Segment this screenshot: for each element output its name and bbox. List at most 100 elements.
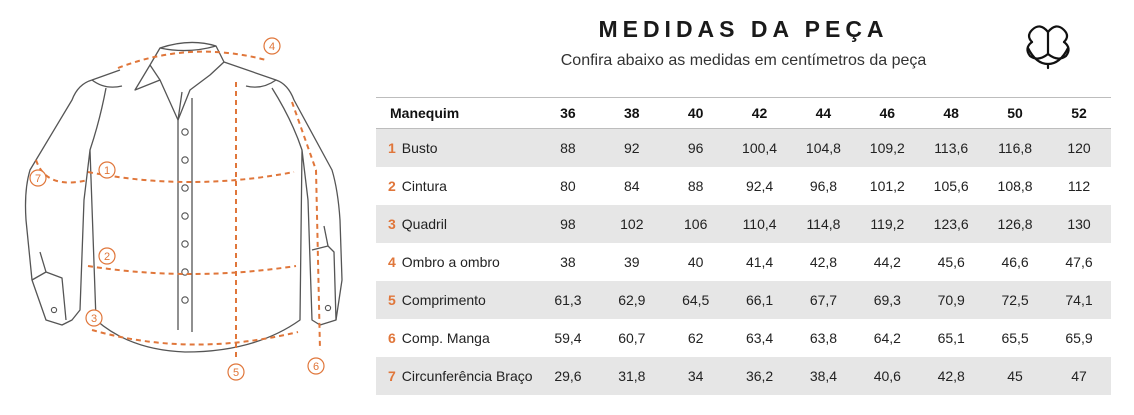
row-number: 2: [388, 178, 396, 194]
row-label: 7 Circunferência Braço: [376, 357, 536, 395]
table-cell: 36,2: [727, 357, 792, 395]
table-cell: 34: [663, 357, 728, 395]
table-cell: 70,9: [919, 281, 984, 319]
table-cell: 38: [536, 243, 600, 281]
header: MEDIDAS DA PEÇA Confira abaixo as medida…: [376, 12, 1111, 82]
table-cell: 92,4: [727, 167, 792, 205]
table-row: 2 Cintura 80 84 88 92,4 96,8 101,2 105,6 …: [376, 167, 1111, 205]
table-cell: 47: [1047, 357, 1111, 395]
table-cell: 67,7: [791, 281, 856, 319]
column-header-size: 50: [983, 97, 1047, 129]
table-cell: 80: [536, 167, 600, 205]
table-cell: 98: [536, 205, 600, 243]
table-cell: 116,8: [983, 128, 1047, 167]
table-cell: 126,8: [983, 205, 1047, 243]
table-cell: 38,4: [791, 357, 856, 395]
row-label-text: Cintura: [401, 178, 447, 194]
table-cell: 64,2: [855, 319, 920, 357]
table-row: 6 Comp. Manga 59,4 60,7 62 63,4 63,8 64,2…: [376, 319, 1111, 357]
row-label-text: Busto: [401, 140, 438, 156]
table-cell: 42,8: [791, 243, 856, 281]
table-cell: 44,2: [855, 243, 920, 281]
row-label: 6 Comp. Manga: [376, 319, 536, 357]
table-cell: 60,7: [599, 319, 664, 357]
row-label-text: Comprimento: [401, 292, 486, 308]
table-cell: 62,9: [599, 281, 664, 319]
column-header-size: 38: [599, 97, 664, 129]
table-cell: 74,1: [1047, 281, 1111, 319]
table-cell: 102: [599, 205, 664, 243]
table-cell: 112: [1047, 167, 1111, 205]
table-cell: 66,1: [727, 281, 792, 319]
row-label-text: Ombro a ombro: [401, 254, 500, 270]
table-cell: 63,8: [791, 319, 856, 357]
table-cell: 47,6: [1047, 243, 1111, 281]
table-cell: 61,3: [536, 281, 600, 319]
table-cell: 123,6: [919, 205, 984, 243]
table-cell: 64,5: [663, 281, 728, 319]
page-subtitle: Confira abaixo as medidas em centímetros…: [560, 52, 927, 69]
column-header-size: 44: [791, 97, 856, 129]
table-cell: 114,8: [791, 205, 856, 243]
table-row: 4 Ombro a ombro 38 39 40 41,4 42,8 44,2 4…: [376, 243, 1111, 281]
row-number: 7: [388, 368, 396, 384]
table-cell: 40: [663, 243, 728, 281]
row-number: 6: [388, 330, 396, 346]
table-cell: 119,2: [855, 205, 920, 243]
row-number: 3: [388, 216, 396, 232]
table-cell: 31,8: [599, 357, 664, 395]
table-cell: 41,4: [727, 243, 792, 281]
table-cell: 101,2: [855, 167, 920, 205]
table-cell: 45,6: [919, 243, 984, 281]
table-cell: 100,4: [727, 128, 792, 167]
table-cell: 65,9: [1047, 319, 1111, 357]
marker-6: 6: [313, 361, 319, 373]
column-header-size: 48: [919, 97, 984, 129]
column-header-size: 46: [855, 97, 920, 129]
table-row: 7 Circunferência Braço 29,6 31,8 34 36,2 …: [376, 357, 1111, 395]
table-header-row: Manequim 36 38 40 42 44 46 48 50 52: [376, 97, 1111, 129]
table-cell: 110,4: [727, 205, 792, 243]
row-number: 5: [388, 292, 396, 308]
table-cell: 42,8: [919, 357, 984, 395]
marker-5: 5: [233, 367, 239, 379]
table-cell: 96,8: [791, 167, 856, 205]
table-cell: 40,6: [855, 357, 920, 395]
cotton-flower-icon: [1026, 25, 1070, 70]
table-cell: 88: [536, 128, 600, 167]
table-cell: 84: [599, 167, 664, 205]
table-cell: 92: [599, 128, 664, 167]
row-number: 4: [388, 254, 396, 270]
table-cell: 104,8: [791, 128, 856, 167]
row-label-text: Quadril: [401, 216, 447, 232]
table-cell: 96: [663, 128, 728, 167]
row-label: 4 Ombro a ombro: [376, 243, 536, 281]
table-cell: 88: [663, 167, 728, 205]
table-cell: 59,4: [536, 319, 600, 357]
row-label-text: Circunferência Braço: [401, 368, 533, 384]
row-number: 1: [388, 140, 396, 156]
table-cell: 113,6: [919, 128, 984, 167]
column-header-size: 36: [536, 97, 600, 129]
row-label: 3 Quadril: [376, 205, 536, 243]
table-cell: 108,8: [983, 167, 1047, 205]
table-cell: 63,4: [727, 319, 792, 357]
table-cell: 72,5: [983, 281, 1047, 319]
table-row: 5 Comprimento 61,3 62,9 64,5 66,1 67,7 69…: [376, 281, 1111, 319]
table-cell: 46,6: [983, 243, 1047, 281]
marker-3: 3: [91, 313, 97, 325]
row-label: 2 Cintura: [376, 167, 536, 205]
marker-4: 4: [269, 41, 275, 53]
table-row: 1 Busto 88 92 96 100,4 104,8 109,2 113,6 …: [376, 128, 1111, 167]
column-header-manequim: Manequim: [376, 97, 536, 129]
column-header-size: 52: [1047, 97, 1111, 129]
table-cell: 39: [599, 243, 664, 281]
table-cell: 29,6: [536, 357, 600, 395]
marker-2: 2: [104, 251, 110, 263]
table-cell: 105,6: [919, 167, 984, 205]
table-cell: 69,3: [855, 281, 920, 319]
table-cell: 109,2: [855, 128, 920, 167]
marker-1: 1: [104, 165, 110, 177]
row-label: 5 Comprimento: [376, 281, 536, 319]
column-header-size: 40: [663, 97, 728, 129]
